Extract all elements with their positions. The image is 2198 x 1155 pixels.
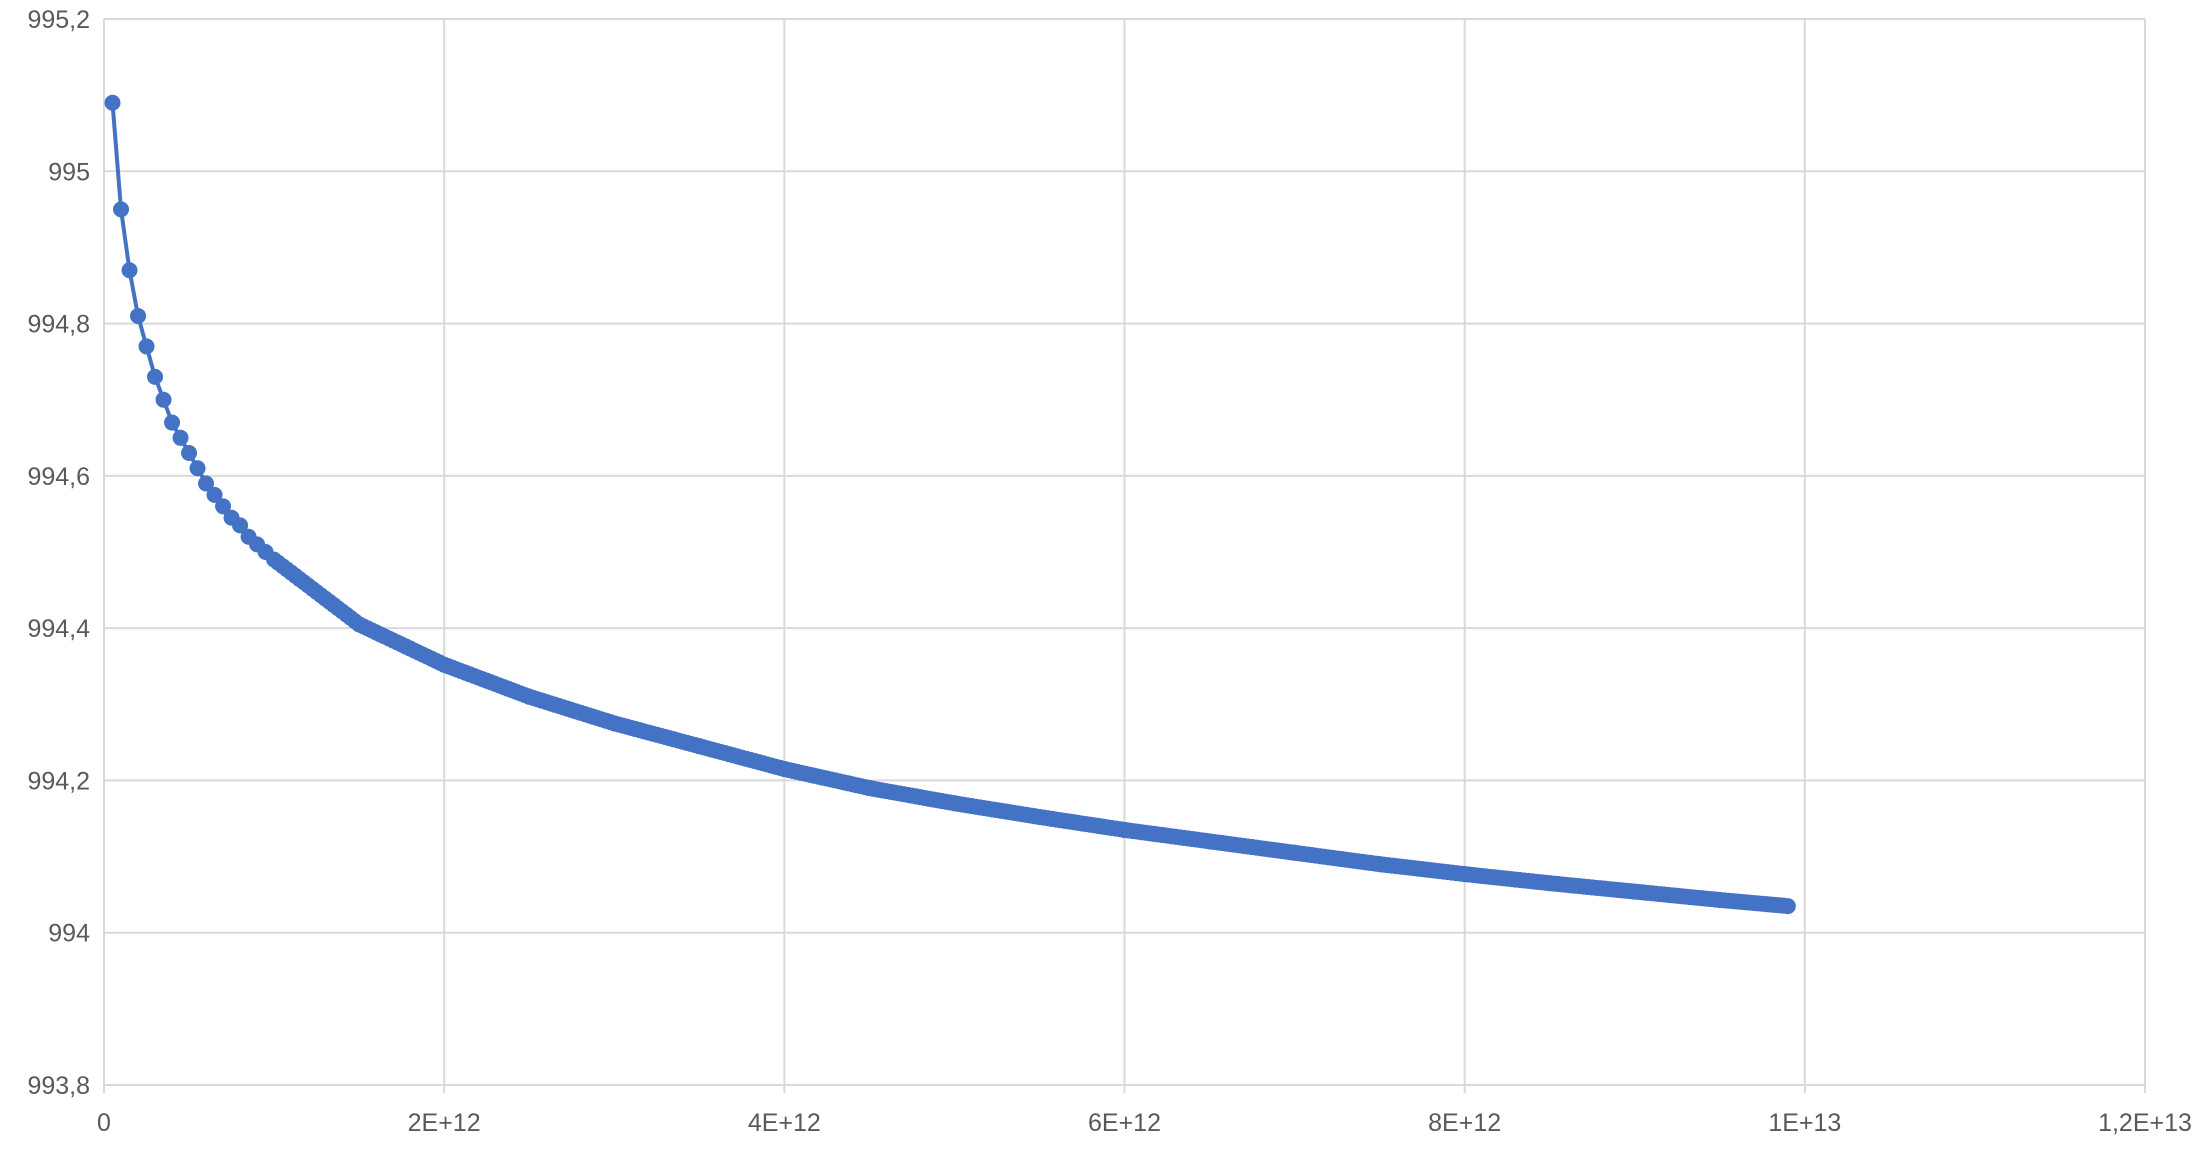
x-tick-label: 0 [97,1109,111,1137]
data-series [104,94,1796,915]
data-point [155,391,172,408]
data-point [215,498,232,515]
data-point [206,486,223,503]
x-tick-label: 1E+13 [1768,1109,1841,1137]
data-point [189,460,206,477]
x-tick-label: 8E+12 [1428,1109,1501,1137]
data-point [232,517,249,534]
y-tick-label: 995 [48,158,90,186]
x-tick-label: 1,2E+13 [2098,1109,2192,1137]
grid [104,18,2146,1085]
data-point [181,445,198,462]
data-point [198,475,215,492]
x-tick-label: 6E+12 [1088,1109,1161,1137]
y-tick-label: 994,2 [27,767,90,795]
y-tick-label: 995,2 [27,6,90,34]
tick-labels: 993,8 994 994,2 994,4 994,6 994,8 995 995,2 0 2E+… [27,6,2191,1137]
y-tick-label: 993,8 [27,1072,90,1100]
y-tick-label: 994,6 [27,463,90,491]
data-point [172,429,189,446]
x-tick-label: 4E+12 [748,1109,821,1137]
y-tick-label: 994 [48,920,90,948]
axes [103,19,2146,1093]
y-tick-label: 994,8 [27,311,90,339]
x-tick-label: 2E+12 [408,1109,481,1137]
data-point [138,338,155,355]
data-point [104,94,121,111]
y-tick-label: 994,4 [27,615,90,643]
data-point [164,414,181,431]
data-point [130,307,147,324]
data-point [113,201,130,218]
data-point [121,262,138,279]
data-point [1779,898,1796,915]
data-point [147,368,164,385]
series-line [110,102,1788,909]
